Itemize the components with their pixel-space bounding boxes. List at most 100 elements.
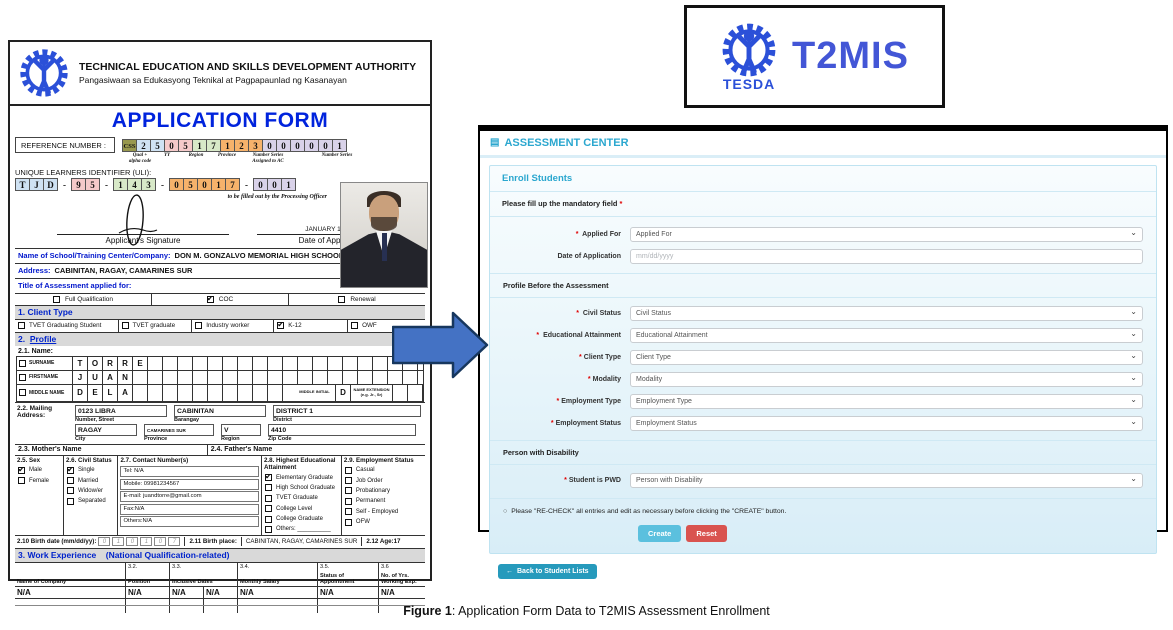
checkbox-option: Self - Employed — [342, 506, 425, 516]
date-of-application-input[interactable]: mm/dd/yyyy — [630, 248, 1143, 264]
applied-for-select[interactable]: Applied For ⌄ — [630, 226, 1143, 242]
application-date-value: JANUARY 1, 2025 — [305, 225, 359, 233]
assessment-title-label: Title of Assessment applied for: — [18, 281, 132, 290]
date-of-application-block: JANUARY 1, 2025 Date of Application — [257, 207, 407, 245]
back-to-student-lists-button[interactable]: ← Back to Student Lists — [498, 564, 597, 580]
reference-sublabel: Region — [188, 153, 204, 158]
letter-cell: D — [73, 384, 88, 401]
assessment-options-row: Full Qualification COC Renewal — [15, 292, 425, 305]
checkbox-icon — [264, 505, 272, 513]
civil-status-select[interactable]: Civil Status ⌄ — [630, 305, 1143, 321]
student-is-pwd-select[interactable]: Person with Disability ⌄ — [630, 472, 1143, 488]
educational-attainment-label: * Educational Attainment — [536, 331, 621, 339]
checkbox-option: Permanent — [342, 496, 425, 506]
reference-cell: 2 — [136, 138, 151, 152]
work-col-salary: 3.4. Monthly Salary — [237, 562, 317, 586]
letter-cell: E — [88, 384, 103, 401]
fathers-name-label: 2.4. Father's Name — [210, 446, 273, 453]
back-arrow-icon: ← — [506, 568, 513, 576]
modality-select[interactable]: Modality ⌄ — [630, 371, 1143, 387]
checkbox-option: Elementary Graduate — [262, 472, 341, 482]
reference-cell-sublabels: Qual + alpha code YY Region Province Number … — [127, 153, 425, 165]
checkbox-option: High School Graduate — [262, 483, 341, 493]
work-empty-rows — [15, 597, 425, 613]
checkbox-icon — [66, 465, 74, 474]
school-row: Name of School/Training Center/Company: D… — [15, 247, 425, 263]
reference-cell: 0 — [318, 138, 333, 152]
employment-type-select[interactable]: Employment Type ⌄ — [630, 393, 1143, 409]
date-of-application-label: Date of Application — [257, 233, 407, 245]
applicant-photo — [340, 182, 428, 288]
assessment-center-icon: ▤ — [490, 137, 500, 148]
client-type-heading: 1. Client Type — [15, 304, 425, 319]
parents-row: 2.3. Mother's Name 2.4. Father's Name — [15, 443, 425, 455]
reference-cell: 1 — [192, 138, 207, 152]
reference-sublabel: Qual + alpha code — [128, 153, 152, 164]
birth-date-cell: 0 — [154, 537, 167, 547]
educational-attainment-select[interactable]: Educational Attainment ⌄ — [630, 327, 1143, 343]
student-is-pwd-label: * Student is PWD — [564, 476, 621, 484]
option-label: College Level — [275, 505, 313, 512]
recheck-radio-icon[interactable]: ○ — [503, 508, 508, 515]
checkbox-option: Male — [15, 465, 63, 475]
contact-line: Fax:N/A — [120, 503, 259, 515]
reference-cell: 0 — [164, 138, 179, 152]
employment-status-select[interactable]: Employment Status ⌄ — [630, 415, 1143, 431]
mailing-row-1: 0123 LIBRA Number, Street CABINITAN Bara… — [75, 404, 423, 423]
application-form-document: TECHNICAL EDUCATION AND SKILLS DEVELOPME… — [8, 40, 432, 613]
contact-lines: Tel: N/A Mobile: 09981234567 E-mail: juand… — [118, 466, 261, 528]
client-type-option: TVET graduate — [117, 319, 192, 332]
surname-label: SURNAME — [29, 360, 55, 366]
uli-cell: 5 — [183, 177, 198, 191]
create-button[interactable]: Create — [638, 525, 682, 543]
mailing-row-2: RAGAY City CAMARINES SUR Province V Regi… — [75, 423, 423, 442]
reset-button[interactable]: Reset — [686, 525, 727, 543]
birth-date-cell: 0 — [98, 537, 111, 547]
client-type-select[interactable]: Client Type ⌄ — [630, 349, 1143, 365]
work-col-position: 3.2. Position — [125, 562, 169, 586]
reference-cell: 7 — [206, 138, 221, 152]
chevron-down-icon: ⌄ — [1130, 350, 1137, 360]
option-label: Married — [77, 477, 99, 484]
checkbox-icon — [66, 477, 74, 484]
checkbox-icon — [344, 477, 352, 484]
uli-cell: 9 — [71, 177, 86, 191]
civil-status-column: 2.6. Civil Status Single Married — [62, 455, 118, 535]
option-label: Casual — [355, 467, 375, 474]
option-label: OFW — [355, 519, 370, 525]
work-cell: N/A — [17, 587, 31, 597]
divider — [361, 537, 363, 547]
option-label: Female — [29, 477, 50, 484]
letter-cell: T — [73, 356, 88, 370]
letter-cell: R — [118, 356, 133, 370]
letter-cell: L — [103, 384, 118, 401]
assessment-option: Renewal — [288, 293, 425, 305]
checkbox-option: Female — [15, 475, 63, 485]
school-value: DON M. GONZALVO MEMORIAL HIGH SCHOOL — [174, 251, 344, 260]
chevron-down-icon: ⌄ — [1130, 227, 1137, 237]
work-experience-heading: 3. Work Experience (National Qualificati… — [15, 547, 425, 562]
checkbox-option: OFW — [342, 517, 425, 527]
empty-letter-cells — [148, 356, 423, 370]
checkbox-icon — [66, 487, 74, 495]
checkbox-icon — [19, 389, 26, 396]
client-type-label: * Client Type — [579, 353, 621, 361]
section-profile-before-assessment: Profile Before the Assessment — [490, 273, 1156, 298]
required-asterisk: * — [579, 353, 582, 361]
uli-cell: 0 — [169, 177, 184, 191]
uli-cell: 5 — [85, 177, 100, 191]
birth-date-label: 2.10 Birth date (mm/dd/yy): — [17, 538, 97, 546]
letter-cell: U — [88, 370, 103, 384]
client-type-option: TVET Graduating Student — [15, 320, 118, 332]
contact-line: Mobile: 09981234567 — [120, 478, 259, 490]
date-of-application-label: Date of Application — [557, 252, 621, 260]
reference-cell: 3 — [248, 138, 263, 152]
tesda-mark: TESDA — [720, 21, 778, 92]
signature-block: Applicant's Signature — [57, 193, 229, 246]
agency-name-block: TECHNICAL EDUCATION AND SKILLS DEVELOPME… — [79, 61, 416, 85]
assessment-title-row: Title of Assessment applied for: — [15, 277, 425, 293]
